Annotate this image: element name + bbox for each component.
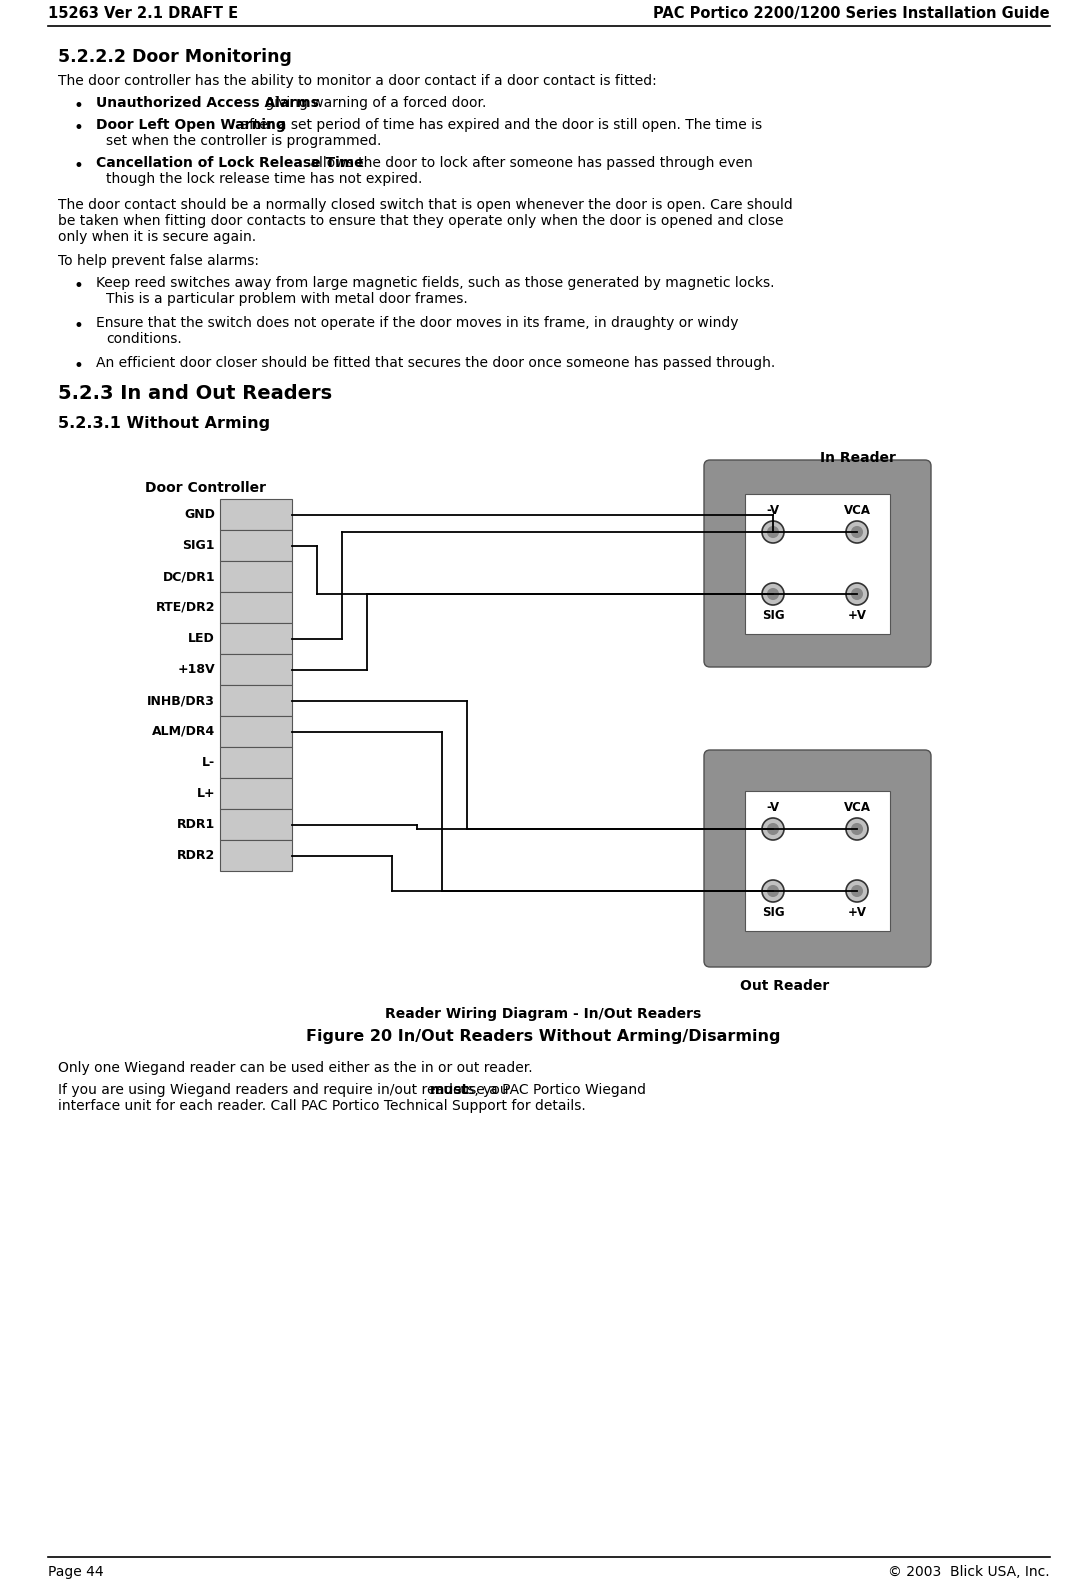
FancyBboxPatch shape	[704, 750, 931, 967]
Text: RDR1: RDR1	[177, 818, 215, 831]
Text: Unauthorized Access Alarms: Unauthorized Access Alarms	[96, 95, 319, 110]
Text: DC/DR1: DC/DR1	[163, 570, 215, 583]
Text: If you are using Wiegand readers and require in/out readers, you: If you are using Wiegand readers and req…	[58, 1083, 513, 1097]
Circle shape	[851, 885, 863, 897]
Text: Door Controller: Door Controller	[146, 481, 266, 495]
Circle shape	[851, 588, 863, 600]
Text: 15263 Ver 2.1 DRAFT E: 15263 Ver 2.1 DRAFT E	[48, 6, 238, 21]
Text: To help prevent false alarms:: To help prevent false alarms:	[58, 254, 258, 268]
Circle shape	[767, 823, 779, 835]
Text: RTE/DR2: RTE/DR2	[155, 600, 215, 615]
Bar	[220, 746, 292, 778]
Bar	[220, 840, 292, 870]
Circle shape	[846, 880, 868, 902]
Text: interface unit for each reader. Call PAC Portico Technical Support for details.: interface unit for each reader. Call PAC…	[58, 1099, 585, 1113]
Bar	[220, 808, 292, 840]
Text: •: •	[73, 318, 83, 335]
Text: INHB/DR3: INHB/DR3	[147, 694, 215, 707]
Circle shape	[762, 818, 784, 840]
Text: The door contact should be a normally closed switch that is open whenever the do: The door contact should be a normally cl…	[58, 198, 793, 213]
Text: set when the controller is programmed.: set when the controller is programmed.	[106, 133, 381, 148]
Circle shape	[762, 880, 784, 902]
Bar	[220, 716, 292, 746]
Text: giving warning of a forced door.: giving warning of a forced door.	[261, 95, 487, 110]
Bar	[220, 778, 292, 808]
Text: Only one Wiegand reader can be used either as the in or out reader.: Only one Wiegand reader can be used eith…	[58, 1061, 532, 1075]
Text: RDR2: RDR2	[177, 850, 215, 862]
Text: Door Left Open Warning: Door Left Open Warning	[96, 118, 286, 132]
Text: use a PAC Portico Wiegand: use a PAC Portico Wiegand	[456, 1083, 646, 1097]
Text: 5.2.2.2 Door Monitoring: 5.2.2.2 Door Monitoring	[58, 48, 292, 67]
Text: PAC Portico 2200/1200 Series Installation Guide: PAC Portico 2200/1200 Series Installatio…	[654, 6, 1050, 21]
Text: An efficient door closer should be fitted that secures the door once someone has: An efficient door closer should be fitte…	[96, 356, 775, 370]
Bar	[745, 791, 891, 931]
Text: +V: +V	[847, 907, 867, 919]
Text: •: •	[73, 119, 83, 137]
Text: allows the door to lock after someone has passed through even: allows the door to lock after someone ha…	[305, 156, 753, 170]
Text: Reader Wiring Diagram - In/Out Readers: Reader Wiring Diagram - In/Out Readers	[384, 1007, 702, 1021]
Text: conditions.: conditions.	[106, 332, 181, 346]
Text: L+: L+	[197, 788, 215, 800]
Text: In Reader: In Reader	[820, 451, 896, 465]
Circle shape	[846, 583, 868, 605]
Circle shape	[762, 521, 784, 543]
Bar	[220, 530, 292, 561]
Text: LED: LED	[188, 632, 215, 645]
Text: SIG: SIG	[761, 907, 784, 919]
Text: © 2003  Blick USA, Inc.: © 2003 Blick USA, Inc.	[888, 1566, 1050, 1578]
Bar	[745, 494, 891, 634]
Text: Keep reed switches away from large magnetic fields, such as those generated by m: Keep reed switches away from large magne…	[96, 276, 774, 291]
Circle shape	[762, 583, 784, 605]
Circle shape	[851, 526, 863, 538]
Bar	[220, 592, 292, 622]
Text: after a set period of time has expired and the door is still open. The time is: after a set period of time has expired a…	[236, 118, 761, 132]
Text: SIG1: SIG1	[182, 538, 215, 553]
Text: 5.2.3 In and Out Readers: 5.2.3 In and Out Readers	[58, 384, 332, 403]
Circle shape	[846, 818, 868, 840]
Bar	[220, 654, 292, 684]
Bar	[220, 684, 292, 716]
Text: Ensure that the switch does not operate if the door moves in its frame, in draug: Ensure that the switch does not operate …	[96, 316, 738, 330]
Text: The door controller has the ability to monitor a door contact if a door contact : The door controller has the ability to m…	[58, 75, 657, 87]
Text: •: •	[73, 276, 83, 295]
Text: Figure 20 In/Out Readers Without Arming/Disarming: Figure 20 In/Out Readers Without Arming/…	[306, 1029, 780, 1043]
Circle shape	[851, 823, 863, 835]
Circle shape	[767, 885, 779, 897]
Text: Cancellation of Lock Release Time: Cancellation of Lock Release Time	[96, 156, 364, 170]
FancyBboxPatch shape	[704, 461, 931, 667]
Text: •: •	[73, 97, 83, 114]
Text: •: •	[73, 357, 83, 375]
Circle shape	[846, 521, 868, 543]
Text: only when it is secure again.: only when it is secure again.	[58, 230, 256, 245]
Circle shape	[767, 526, 779, 538]
Text: be taken when fitting door contacts to ensure that they operate only when the do: be taken when fitting door contacts to e…	[58, 214, 783, 229]
Text: •: •	[73, 157, 83, 175]
Text: Out Reader: Out Reader	[740, 978, 830, 992]
Text: +V: +V	[847, 610, 867, 622]
Text: must: must	[430, 1083, 469, 1097]
Text: -V: -V	[767, 503, 780, 518]
Text: though the lock release time has not expired.: though the lock release time has not exp…	[106, 172, 422, 186]
Text: 5.2.3.1 Without Arming: 5.2.3.1 Without Arming	[58, 416, 270, 430]
Text: L-: L-	[202, 756, 215, 769]
Bar	[220, 622, 292, 654]
Text: Page 44: Page 44	[48, 1566, 103, 1578]
Text: ALM/DR4: ALM/DR4	[152, 726, 215, 738]
Text: GND: GND	[185, 508, 215, 521]
Bar	[220, 561, 292, 592]
Text: -V: -V	[767, 800, 780, 815]
Text: SIG: SIG	[761, 610, 784, 622]
Text: VCA: VCA	[844, 503, 871, 518]
Text: VCA: VCA	[844, 800, 871, 815]
Text: +18V: +18V	[177, 664, 215, 676]
Bar	[220, 499, 292, 530]
Circle shape	[767, 588, 779, 600]
Text: This is a particular problem with metal door frames.: This is a particular problem with metal …	[106, 292, 468, 306]
